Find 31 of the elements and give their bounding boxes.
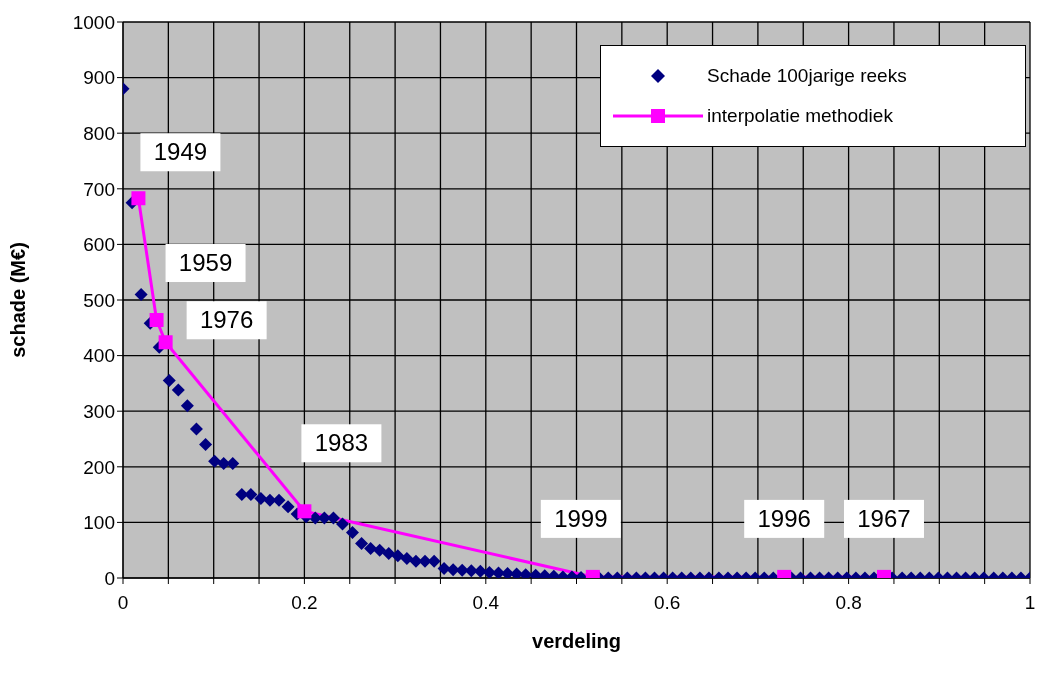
x-tick-label: 0.6 bbox=[653, 592, 681, 614]
y-tick-label: 700 bbox=[83, 178, 115, 200]
annotation: 1983 bbox=[314, 429, 369, 457]
x-tick-label: 0 bbox=[117, 592, 129, 614]
y-axis-title: schade (M€) bbox=[7, 242, 30, 358]
annotation: 1959 bbox=[178, 249, 233, 277]
y-tick-label: 900 bbox=[83, 67, 115, 89]
legend-label: Schade 100jarige reeks bbox=[707, 65, 907, 87]
annotation: 1949 bbox=[153, 138, 208, 166]
x-tick-label: 0.2 bbox=[291, 592, 318, 614]
x-axis-title: verdeling bbox=[532, 630, 621, 652]
y-tick-label: 300 bbox=[83, 400, 115, 422]
legend-label: interpolatie methodiek bbox=[707, 105, 893, 127]
annotation: 1976 bbox=[199, 306, 254, 334]
point bbox=[149, 313, 164, 328]
y-tick-label: 500 bbox=[83, 289, 115, 311]
y-tick-label: 600 bbox=[83, 234, 115, 256]
y-tick-label: 400 bbox=[83, 345, 115, 367]
y-tick-label: 0 bbox=[104, 567, 115, 589]
y-tick-label: 100 bbox=[83, 512, 115, 534]
y-tick-label: 200 bbox=[83, 456, 115, 478]
x-tick-label: 1 bbox=[1024, 592, 1036, 614]
y-tick-label: 800 bbox=[83, 122, 115, 144]
point bbox=[131, 191, 146, 206]
annotation: 1999 bbox=[554, 504, 608, 532]
x-tick-label: 0.4 bbox=[472, 592, 500, 614]
x-tick-label: 0.8 bbox=[835, 592, 862, 614]
point bbox=[158, 335, 173, 350]
annotation: 1967 bbox=[857, 504, 911, 532]
y-tick-label: 1000 bbox=[72, 11, 115, 33]
annotation: 1996 bbox=[757, 504, 811, 532]
